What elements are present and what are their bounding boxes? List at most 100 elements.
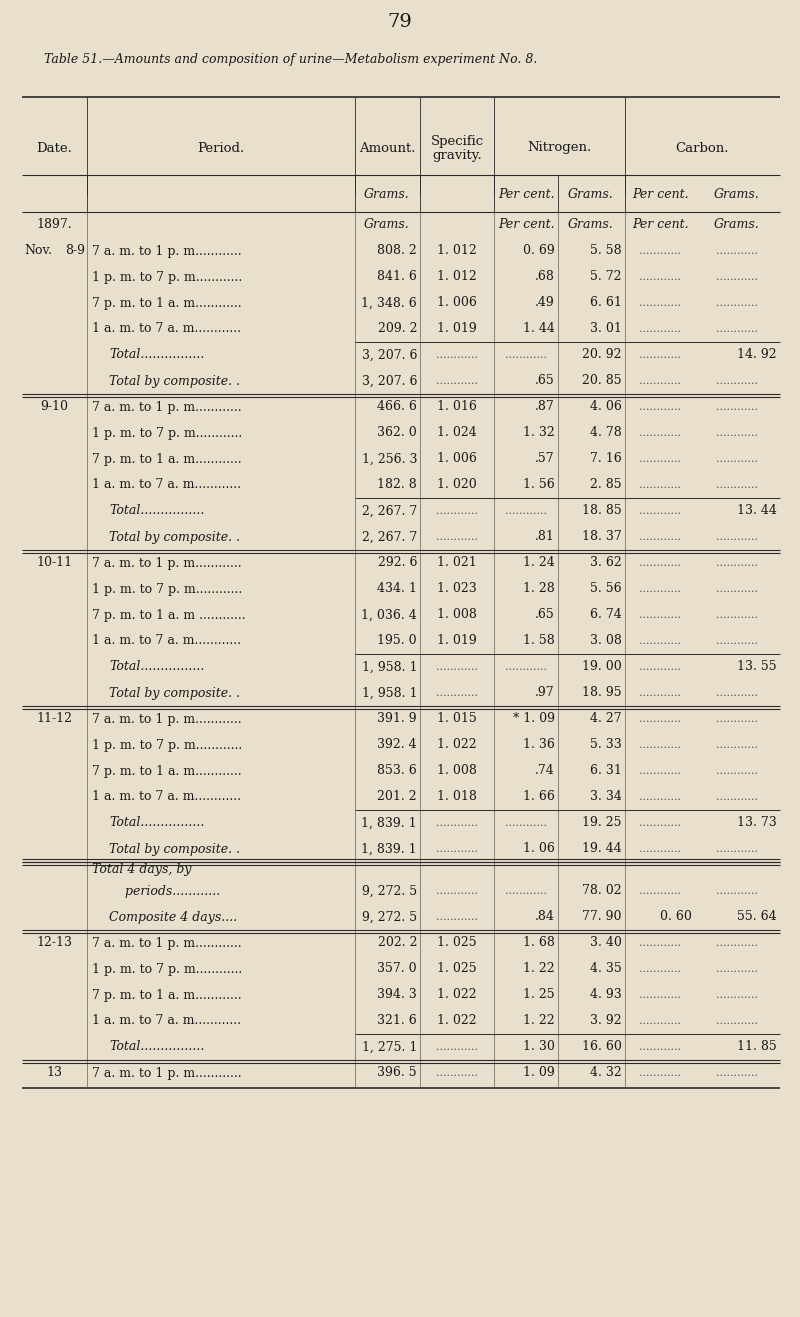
Text: 2, 267. 7: 2, 267. 7: [362, 504, 417, 518]
Text: 7 a. m. to 1 p. m............: 7 a. m. to 1 p. m............: [92, 245, 242, 258]
Text: 1, 256. 3: 1, 256. 3: [362, 453, 417, 465]
Text: 16. 60: 16. 60: [582, 1040, 622, 1054]
Text: 1 p. m. to 7 p. m............: 1 p. m. to 7 p. m............: [92, 963, 242, 976]
Text: 7 a. m. to 1 p. m............: 7 a. m. to 1 p. m............: [92, 1067, 242, 1080]
Text: Total................: Total................: [109, 504, 204, 518]
Text: .57: .57: [535, 453, 555, 465]
Text: 3. 92: 3. 92: [590, 1014, 622, 1027]
Text: 1. 22: 1. 22: [523, 1014, 555, 1027]
Text: 808. 2: 808. 2: [378, 245, 417, 258]
Text: ............: ............: [716, 886, 758, 896]
Text: 4. 35: 4. 35: [590, 963, 622, 976]
Text: 1, 348. 6: 1, 348. 6: [362, 296, 417, 309]
Text: ............: ............: [716, 1068, 758, 1079]
Text: 1 p. m. to 7 p. m............: 1 p. m. to 7 p. m............: [92, 739, 242, 752]
Text: 20. 85: 20. 85: [582, 374, 622, 387]
Text: ............: ............: [639, 375, 681, 386]
Text: 394. 3: 394. 3: [378, 989, 417, 1001]
Text: ............: ............: [639, 818, 681, 828]
Text: Total................: Total................: [109, 661, 204, 673]
Text: ............: ............: [639, 990, 681, 1000]
Text: 1 a. m. to 7 a. m............: 1 a. m. to 7 a. m............: [92, 323, 241, 336]
Text: Total by composite. .: Total by composite. .: [109, 843, 240, 856]
Text: 1. 025: 1. 025: [437, 936, 477, 950]
Text: .65: .65: [535, 374, 555, 387]
Text: 10-11: 10-11: [36, 557, 72, 569]
Text: 321. 6: 321. 6: [378, 1014, 417, 1027]
Text: 1. 022: 1. 022: [437, 739, 477, 752]
Text: ............: ............: [639, 506, 681, 516]
Text: ............: ............: [639, 662, 681, 672]
Text: 1. 024: 1. 024: [437, 427, 477, 440]
Text: 1. 020: 1. 020: [437, 478, 477, 491]
Text: ............: ............: [716, 687, 758, 698]
Text: 1. 30: 1. 30: [523, 1040, 555, 1054]
Text: 1. 019: 1. 019: [437, 323, 477, 336]
Text: ............: ............: [716, 990, 758, 1000]
Text: 5. 56: 5. 56: [590, 582, 622, 595]
Text: .87: .87: [535, 400, 555, 414]
Text: 1. 006: 1. 006: [437, 296, 477, 309]
Text: .84: .84: [535, 910, 555, 923]
Text: 18. 37: 18. 37: [582, 531, 622, 544]
Text: ............: ............: [639, 402, 681, 412]
Text: 1, 839. 1: 1, 839. 1: [362, 817, 417, 830]
Text: ............: ............: [639, 324, 681, 335]
Text: 6. 74: 6. 74: [590, 608, 622, 622]
Text: periods............: periods............: [109, 885, 220, 897]
Text: ............: ............: [639, 454, 681, 464]
Text: 1 p. m. to 7 p. m............: 1 p. m. to 7 p. m............: [92, 427, 242, 440]
Text: 2. 85: 2. 85: [590, 478, 622, 491]
Text: .68: .68: [535, 270, 555, 283]
Text: ............: ............: [716, 479, 758, 490]
Text: ............: ............: [505, 350, 547, 360]
Text: 1. 58: 1. 58: [523, 635, 555, 648]
Text: 78. 02: 78. 02: [582, 885, 622, 897]
Text: 1. 022: 1. 022: [437, 1014, 477, 1027]
Text: 55. 64: 55. 64: [738, 910, 777, 923]
Text: 3, 207. 6: 3, 207. 6: [362, 374, 417, 387]
Text: Total................: Total................: [109, 349, 204, 361]
Text: ............: ............: [716, 583, 758, 594]
Text: Carbon.: Carbon.: [675, 141, 729, 154]
Text: 292. 6: 292. 6: [378, 557, 417, 569]
Text: ............: ............: [716, 324, 758, 335]
Text: 1. 015: 1. 015: [437, 712, 477, 726]
Text: Grams.: Grams.: [568, 219, 614, 232]
Text: ............: ............: [639, 428, 681, 439]
Text: ............: ............: [505, 818, 547, 828]
Text: Composite 4 days....: Composite 4 days....: [109, 910, 238, 923]
Text: 1 a. m. to 7 a. m............: 1 a. m. to 7 a. m............: [92, 1014, 241, 1027]
Text: ............: ............: [716, 792, 758, 802]
Text: ............: ............: [436, 844, 478, 853]
Text: 1. 022: 1. 022: [437, 989, 477, 1001]
Text: 1897.: 1897.: [36, 219, 72, 232]
Text: 1. 012: 1. 012: [437, 245, 477, 258]
Text: ............: ............: [716, 610, 758, 620]
Text: ............: ............: [639, 740, 681, 749]
Text: ............: ............: [639, 298, 681, 308]
Text: 2, 267. 7: 2, 267. 7: [362, 531, 417, 544]
Text: 1, 036. 4: 1, 036. 4: [362, 608, 417, 622]
Text: ............: ............: [639, 766, 681, 776]
Text: 4. 27: 4. 27: [590, 712, 622, 726]
Text: 1 p. m. to 7 p. m............: 1 p. m. to 7 p. m............: [92, 270, 242, 283]
Text: 195. 0: 195. 0: [378, 635, 417, 648]
Text: Per cent.: Per cent.: [632, 219, 688, 232]
Text: 4. 93: 4. 93: [590, 989, 622, 1001]
Text: .97: .97: [535, 686, 555, 699]
Text: 12-13: 12-13: [36, 936, 72, 950]
Text: 7 a. m. to 1 p. m............: 7 a. m. to 1 p. m............: [92, 400, 242, 414]
Text: Amount.: Amount.: [358, 141, 415, 154]
Text: 182. 8: 182. 8: [378, 478, 417, 491]
Text: 7 a. m. to 1 p. m............: 7 a. m. to 1 p. m............: [92, 712, 242, 726]
Text: 5. 58: 5. 58: [590, 245, 622, 258]
Text: Per cent.: Per cent.: [498, 219, 554, 232]
Text: ............: ............: [716, 375, 758, 386]
Text: 1, 275. 1: 1, 275. 1: [362, 1040, 417, 1054]
Text: ............: ............: [639, 938, 681, 948]
Text: 1. 66: 1. 66: [523, 790, 555, 803]
Text: ............: ............: [639, 844, 681, 853]
Text: ............: ............: [639, 558, 681, 568]
Text: Nov.: Nov.: [24, 245, 52, 258]
